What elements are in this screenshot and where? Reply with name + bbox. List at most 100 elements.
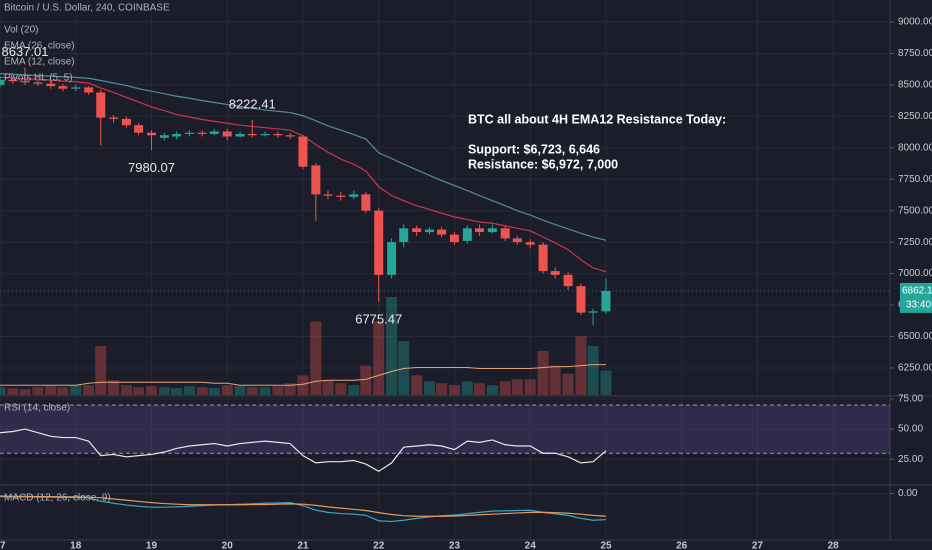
candle-body [323, 194, 333, 196]
volume-bar [411, 375, 423, 395]
volume-bar [297, 375, 309, 395]
volume-bar [0, 387, 6, 395]
volume-bar [549, 365, 561, 395]
y-tick-label: 50.00 [898, 424, 923, 435]
candle-body [84, 87, 94, 93]
volume-bar [183, 386, 195, 395]
volume-bar [57, 387, 69, 395]
candle-body [184, 132, 194, 134]
candle-body [121, 118, 131, 126]
macd-title: MACD (12, 26, close, 9) [4, 493, 111, 504]
volume-bar [587, 346, 599, 395]
x-tick-label: 17 [0, 541, 6, 550]
volume-bar [145, 386, 157, 395]
candle-body [171, 133, 181, 137]
x-tick-label: 19 [146, 541, 158, 550]
volume-bar [133, 387, 145, 395]
volume-bar [310, 321, 322, 395]
volume-bar [461, 381, 473, 395]
candle-body [222, 131, 232, 137]
volume-bar [158, 387, 170, 395]
legend-ema26: EMA (26, close) [4, 41, 75, 52]
pivot-high-label: 8637.01 [1, 44, 48, 59]
candle-body [273, 133, 283, 136]
volume-bar [83, 385, 95, 395]
x-tick-label: 23 [449, 541, 461, 550]
plot: 8637.01 8222.41 7980.07 6775.47 [0, 0, 894, 539]
annotation: BTC all about 4H EMA12 Resistance Today: [468, 112, 726, 126]
y-tick-label: 25.00 [898, 454, 923, 465]
volume-bar [386, 297, 398, 395]
volume-bar [208, 388, 220, 395]
volume-bar [436, 383, 448, 395]
volume-bar [70, 385, 82, 395]
volume-bar [246, 387, 258, 395]
candle-body [298, 136, 308, 167]
x-tick-label: 24 [525, 541, 537, 550]
candle-body [361, 194, 371, 211]
candle-body [563, 274, 573, 287]
candle-body [311, 165, 321, 195]
candle-body [512, 238, 522, 243]
x-tick-label: 21 [297, 541, 309, 550]
chart-title: Bitcoin / U.S. Dollar, 240, COINBASE [4, 3, 170, 14]
candle-body [437, 229, 447, 235]
candle-body [197, 132, 207, 134]
candle-body [349, 194, 359, 197]
volume-bar [335, 383, 347, 395]
y-tick-label: 6250.00 [898, 363, 932, 374]
volume-bar [600, 370, 612, 395]
candle-body [71, 87, 81, 89]
y-tick-label: 7000.00 [898, 268, 932, 279]
pivot-low-label: 7980.07 [128, 160, 175, 175]
candle-body [285, 135, 295, 137]
candle-body [424, 229, 434, 233]
candle-body [96, 92, 106, 118]
volume-bar [373, 321, 385, 395]
y-tick-label: 75.00 [898, 394, 923, 405]
candle-body [260, 133, 270, 136]
candle-body [588, 311, 598, 313]
candle-body [336, 195, 346, 197]
candle-body [525, 242, 535, 245]
volume-bar [499, 381, 511, 395]
candle-body [20, 81, 30, 83]
countdown: 33:40 [906, 300, 931, 311]
volume-bar [537, 350, 549, 395]
y-tick-label: 9000.00 [898, 17, 932, 28]
x-tick-label: 28 [828, 541, 840, 550]
volume-bar [448, 385, 460, 395]
y-tick-label: 7500.00 [898, 205, 932, 216]
volume-bar [259, 387, 271, 395]
y-tick-label: 8750.00 [898, 48, 932, 59]
y-tick-label: 6500.00 [898, 331, 932, 342]
candle-body [487, 228, 497, 233]
volume-bar [45, 386, 57, 395]
candle-body [374, 210, 384, 275]
volume-bar [170, 388, 182, 395]
candle-body [550, 271, 560, 275]
x-tick-label: 22 [373, 541, 385, 550]
candle-body [474, 228, 484, 233]
indicator-line [0, 496, 606, 523]
volume-bar [19, 389, 31, 395]
candle-body [58, 86, 68, 89]
candle-body [538, 244, 548, 272]
candle-body [462, 228, 472, 241]
candle-body [576, 286, 586, 313]
volume-bar [473, 383, 485, 395]
pivot-low-label: 6775.47 [355, 311, 402, 326]
volume-bar [234, 386, 246, 395]
candle-body [134, 125, 144, 133]
x-tick-label: 18 [70, 541, 82, 550]
annotation: Resistance: $6,972, 7,000 [468, 157, 618, 171]
volume-bar [511, 379, 523, 395]
volume-bar [524, 379, 536, 395]
x-tick-label: 27 [752, 541, 764, 550]
y-tick-label: 0.00 [898, 488, 918, 499]
y-tick-label: 8000.00 [898, 142, 932, 153]
x-tick-label: 20 [222, 541, 234, 550]
annotation: Support: $6,723, 6,646 [468, 142, 600, 156]
